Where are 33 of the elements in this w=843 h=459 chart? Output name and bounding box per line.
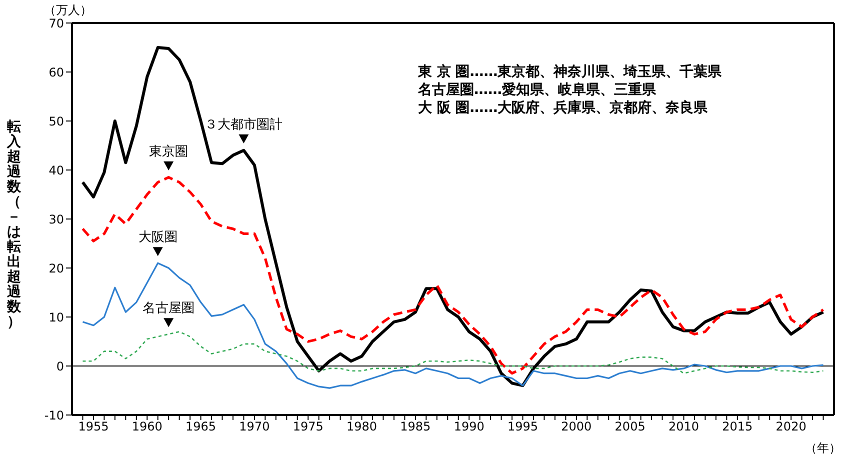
annotation: 東京圏 <box>149 144 188 160</box>
x-tick-label: 1955 <box>78 420 109 434</box>
x-tick-label: 1985 <box>400 420 431 434</box>
x-tick-label: 1960 <box>132 420 162 434</box>
x-tick-label: 1980 <box>346 420 378 434</box>
annotation: 東 京 圏……東京都、神奈川県、埼玉県、千葉県 <box>418 63 722 81</box>
text: （万人） <box>44 2 92 18</box>
y-tick-label: 0 <box>56 359 64 374</box>
y-tick-label: 50 <box>48 114 64 128</box>
x-tick-label: 1990 <box>454 420 484 434</box>
x-axis-title: （年） <box>805 440 841 457</box>
x-tick-label: 2020 <box>776 420 806 434</box>
x-tick-label: 1970 <box>239 420 270 434</box>
annotation: 大 阪 圏……大阪府、兵庫県、京都府、奈良県 <box>418 99 709 117</box>
y-tick-label: 70 <box>48 16 64 30</box>
annotation: 名古屋圏……愛知県、岐阜県、三重県 <box>418 81 657 99</box>
y-tick-label: 10 <box>48 310 64 324</box>
annotation: 名古屋圏 <box>142 301 195 316</box>
y-tick-label: 40 <box>48 163 64 178</box>
y-tick-label: 30 <box>48 212 64 226</box>
x-tick-label: 2005 <box>614 420 646 434</box>
x-tick-label: 2010 <box>668 420 700 434</box>
x-tick-label: 2000 <box>561 420 592 434</box>
x-tick-label: 1965 <box>186 420 216 434</box>
annotation: 大阪圏 <box>138 230 178 246</box>
x-tick-label: 1975 <box>292 420 324 434</box>
text: 転入超過数（－は転出超過数） <box>7 119 21 330</box>
x-tick-label: 2015 <box>722 420 753 434</box>
y-tick-label: 60 <box>48 65 64 80</box>
y-tick-label: 20 <box>48 261 64 276</box>
y-tick-label: -10 <box>44 408 64 422</box>
x-tick-label: 1995 <box>507 420 538 434</box>
annotation: ３大都市圏計 <box>204 117 283 132</box>
